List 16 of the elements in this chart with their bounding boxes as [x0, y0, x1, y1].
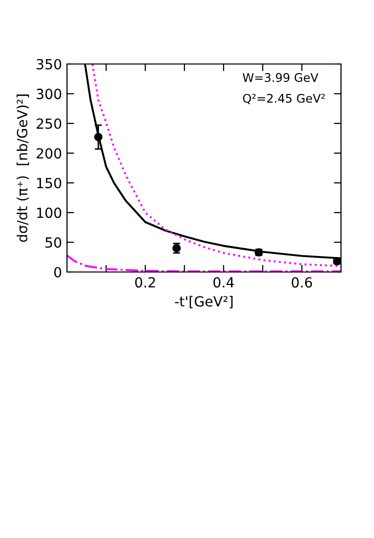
y-tick-label: 100: [37, 208, 62, 218]
y-tick-label: 50: [46, 237, 62, 248]
x-tick-label: 0.6: [292, 277, 312, 288]
x-tick-label: 0.2: [135, 277, 155, 288]
x-axis-title: -t'[GeV²]: [174, 296, 233, 308]
y-axis-title: dσ/dt (π⁺) [nb/GeV)²]: [16, 94, 30, 242]
point: [94, 132, 102, 142]
annotation: W=3.99 GeV: [242, 73, 318, 82]
annotation: Q²=2.45 GeV²: [243, 94, 325, 104]
x-tick-label: 0.4: [213, 277, 234, 288]
y-tick-label: 350: [36, 58, 62, 70]
y-tick-label: 200: [36, 148, 62, 159]
y-tick-label: 300: [36, 88, 62, 100]
y-tick-label: 150: [37, 178, 62, 188]
y-tick-label: 0: [54, 266, 62, 278]
y-tick-label: 250: [36, 118, 62, 129]
